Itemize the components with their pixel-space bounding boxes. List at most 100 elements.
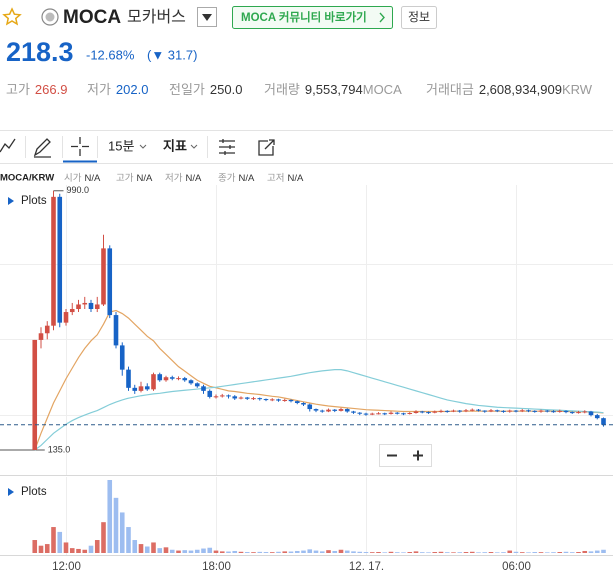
candle-body — [326, 409, 331, 412]
volume-bar — [182, 550, 188, 553]
zoom-in-button[interactable] — [413, 450, 423, 461]
volume-bar — [88, 545, 94, 553]
volume-bar — [226, 551, 231, 553]
info-button-label: 정보 — [408, 10, 430, 24]
volume-plots-toggle[interactable] — [8, 488, 14, 496]
candle-body — [307, 404, 313, 410]
candle-body — [494, 410, 500, 412]
ohlc-item: 저가 N/A — [165, 173, 202, 184]
candle-body — [488, 410, 494, 412]
candle-body — [407, 413, 413, 415]
volume-bar — [594, 550, 600, 553]
candle-body — [594, 415, 600, 419]
candle-body — [394, 412, 400, 414]
indicator-chevron — [190, 144, 198, 149]
settings-icon[interactable] — [219, 139, 235, 155]
candle-body — [113, 315, 119, 346]
candle-body — [282, 399, 288, 401]
volume-bar — [57, 531, 63, 553]
community-button-chevron — [379, 12, 385, 23]
ohlc-item: 고저 N/A — [267, 173, 304, 184]
volume-bar — [276, 551, 281, 553]
favorite-star[interactable] — [2, 7, 22, 26]
expand-icon[interactable] — [258, 139, 275, 156]
volume-bar — [63, 542, 69, 553]
candle-body — [63, 312, 69, 323]
coin-name: MOCA — [63, 7, 121, 28]
candle-body — [526, 410, 531, 412]
candle-body — [257, 398, 263, 400]
candle-body — [476, 409, 481, 411]
volume-bar — [207, 547, 213, 553]
volume-bar — [151, 542, 156, 553]
candle-body — [513, 410, 519, 412]
candle-body — [357, 412, 363, 414]
candle-body — [288, 399, 294, 402]
candle-body — [213, 396, 219, 398]
interval-chevron — [139, 144, 147, 149]
candle-body — [344, 409, 350, 412]
stat-label: 저가 — [87, 82, 111, 97]
volume-bar — [388, 551, 394, 553]
plots-toggle[interactable] — [8, 197, 14, 205]
candle-body — [532, 410, 538, 412]
volume-bar — [132, 540, 138, 553]
volume-bar — [38, 545, 44, 553]
drawing-tool-icon[interactable] — [33, 138, 51, 158]
chart-type-icon[interactable] — [0, 138, 16, 153]
volume-bar — [407, 552, 413, 553]
volume-bar — [551, 552, 556, 553]
stat-item: 저가 202.0 — [87, 82, 148, 97]
interval-selector[interactable]: 15분 — [108, 138, 134, 153]
candle-body — [51, 196, 56, 326]
community-button[interactable] — [232, 6, 393, 29]
ohlc-info-row: MOCA/KRW 시가 N/A 고가 N/A 저가 N/A 종가 N/A 고저 N/A — [0, 173, 304, 184]
volume-bar — [126, 527, 131, 553]
stat-label: 전일가 — [169, 82, 205, 97]
volume-bar — [163, 547, 169, 553]
volume-bar — [101, 522, 106, 553]
change-rate: -12.68% — [86, 47, 135, 62]
volume-bar — [438, 551, 444, 553]
candle-body — [519, 410, 525, 412]
x-tick-label: 06:00 — [502, 561, 531, 573]
volume-bar — [32, 540, 38, 553]
info-button[interactable] — [401, 6, 437, 29]
volume-bar — [107, 480, 113, 553]
volume-bar — [363, 552, 369, 553]
ohlc-value: N/A — [84, 173, 101, 184]
candle-body — [332, 409, 338, 411]
candle-body — [276, 399, 281, 401]
volume-bar — [157, 548, 163, 553]
volume-bar — [344, 550, 350, 553]
volume-bar — [238, 551, 244, 553]
candle-body — [557, 410, 563, 412]
volume-bar — [188, 550, 194, 553]
indicator-selector[interactable]: 지표 — [163, 138, 187, 153]
volume-bar — [582, 550, 588, 553]
volume-bar — [319, 551, 325, 553]
candle-body — [119, 345, 125, 370]
candle-body — [201, 386, 206, 391]
volume-bar — [294, 550, 300, 553]
ohlc-label: 저가 — [165, 173, 183, 184]
candle-body — [94, 304, 100, 310]
candle-body — [57, 196, 63, 323]
pair-label: MOCA/KRW — [0, 173, 54, 184]
crosshair-icon[interactable] — [71, 137, 89, 156]
volume-bar — [413, 551, 419, 553]
candle-body — [101, 248, 106, 305]
candle-body — [82, 302, 88, 305]
volume-bar — [169, 549, 175, 553]
candle-body — [251, 398, 256, 400]
ohlc-value: N/A — [136, 173, 153, 184]
volume-bar — [69, 548, 75, 553]
candle-body — [157, 374, 163, 381]
candle-body — [426, 412, 431, 414]
volume-bar — [113, 497, 119, 553]
volume-bar — [463, 552, 469, 553]
ohlc-item: 시가 N/A — [64, 173, 101, 184]
ohlc-label: 시가 — [64, 173, 82, 184]
volume-bar — [313, 550, 319, 553]
volume-bar — [338, 549, 344, 553]
